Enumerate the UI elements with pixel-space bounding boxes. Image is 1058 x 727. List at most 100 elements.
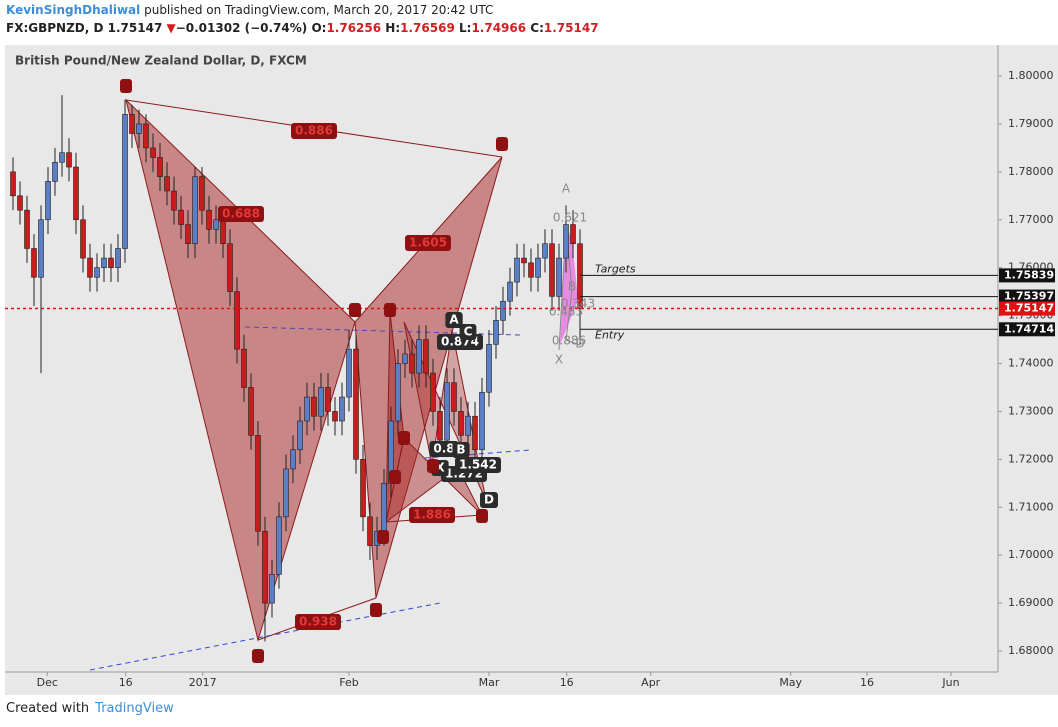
- pattern-label: 1.886: [413, 508, 451, 522]
- label-badge: [291, 123, 337, 139]
- candle-body: [185, 224, 191, 245]
- candle-body: [157, 157, 163, 177]
- candle-body: [549, 243, 555, 297]
- candle-body: [304, 396, 310, 422]
- candle-body: [143, 123, 149, 149]
- candle-body: [556, 257, 562, 297]
- candle-body: [255, 435, 261, 532]
- candle-body: [94, 267, 100, 278]
- point-badge: [252, 649, 264, 663]
- x-tick-label: May: [779, 676, 802, 689]
- candle-body: [199, 176, 205, 211]
- pattern-label: A: [449, 313, 459, 327]
- price-badge: [999, 268, 1055, 283]
- candle-body: [542, 243, 548, 259]
- candle-body: [10, 171, 16, 197]
- published: published on TradingView.com, March 20, …: [144, 3, 494, 17]
- candle-body: [192, 176, 198, 245]
- point-badge: [384, 303, 396, 317]
- point-badge: [120, 79, 132, 93]
- point-badge: [389, 470, 401, 484]
- candle-body: [535, 257, 541, 278]
- chart-title: British Pound/New Zealand Dollar, D, FXC…: [15, 54, 307, 68]
- last: 1.75147: [107, 21, 163, 35]
- candle-body: [367, 516, 373, 546]
- y-tick-label: 1.69000: [1008, 596, 1054, 609]
- pattern-label: 0.938: [299, 615, 337, 629]
- label-badge: [295, 614, 341, 630]
- x-tick-label: Jun: [941, 676, 959, 689]
- candle-body: [80, 219, 86, 259]
- pattern-label: C: [464, 325, 473, 339]
- candle-body: [360, 459, 366, 518]
- candle-body: [122, 114, 128, 249]
- grey-label: D: [575, 337, 584, 351]
- candle-body: [577, 243, 583, 309]
- candle-body: [87, 257, 93, 278]
- o: 1.76256: [326, 21, 382, 35]
- header-line: KevinSinghDhaliwal published on TradingV…: [6, 3, 493, 17]
- y-tick-label: 1.77000: [1008, 213, 1054, 226]
- candle-body: [500, 300, 506, 321]
- footer-text: Created with: [6, 701, 90, 716]
- candle-body: [129, 114, 135, 134]
- candle-body: [290, 449, 296, 470]
- pattern-label: 0.886: [295, 124, 333, 138]
- candle-body: [73, 166, 79, 221]
- pattern-label: B: [456, 443, 465, 457]
- candle-body: [493, 320, 499, 345]
- point-badge: [398, 431, 410, 445]
- c-label: C:: [530, 21, 544, 35]
- brand[interactable]: TradingView: [95, 701, 174, 716]
- pattern-label: 1.542: [459, 458, 497, 472]
- y-tick-label: 1.71000: [1008, 500, 1054, 513]
- candle-body: [332, 411, 338, 422]
- point-badge: [377, 530, 389, 544]
- x-tick-label: 16: [119, 676, 133, 689]
- candle-body: [297, 420, 303, 451]
- candle-body: [115, 248, 121, 268]
- candle-body: [528, 262, 534, 278]
- y-tick-label: 1.70000: [1008, 548, 1054, 561]
- price-badge: [999, 301, 1055, 316]
- price-label: 1.75397: [1004, 290, 1054, 303]
- candle-body: [108, 257, 114, 268]
- candle-body: [514, 257, 520, 283]
- price-label: 1.74714: [1004, 322, 1054, 335]
- grey-label: 0.886: [552, 334, 586, 348]
- c: 1.75147: [543, 21, 599, 35]
- point-badge: [476, 509, 488, 523]
- candle-body: [38, 219, 44, 278]
- h-label: H:: [385, 21, 401, 35]
- pattern-label: 1.605: [409, 236, 447, 250]
- x-tick-label: Feb: [339, 676, 358, 689]
- label-badge: [459, 324, 477, 340]
- candle-body: [465, 415, 471, 436]
- candle-body: [339, 396, 345, 422]
- y-tick-label: 1.72000: [1008, 452, 1054, 465]
- label-badge: [452, 442, 470, 458]
- candle-body: [563, 224, 569, 259]
- candle-body: [283, 468, 289, 518]
- candle-body: [17, 195, 23, 211]
- label-badge: [429, 441, 459, 457]
- candle-body: [521, 257, 527, 264]
- y-tick-label: 1.73000: [1008, 404, 1054, 417]
- label-badge: [455, 457, 501, 473]
- quote-line: FX:GBPNZD, D 1.75147 ▼−0.01302 (−0.74%) …: [6, 21, 599, 35]
- grey-label: 0.621: [553, 211, 587, 225]
- author[interactable]: KevinSinghDhaliwal: [6, 3, 141, 17]
- candle-body: [402, 353, 408, 364]
- candle-body: [479, 391, 485, 451]
- candle-body: [437, 411, 443, 441]
- change: −0.01302 (−0.74%): [175, 21, 308, 35]
- candle-body: [248, 387, 254, 436]
- label-badge: [445, 312, 463, 328]
- candle-body: [66, 152, 72, 168]
- candle-body: [423, 339, 429, 374]
- label-badge: [405, 235, 451, 251]
- candle-body: [227, 243, 233, 292]
- level-text: Entry: [595, 328, 625, 341]
- pattern-label: 0.8: [433, 442, 454, 456]
